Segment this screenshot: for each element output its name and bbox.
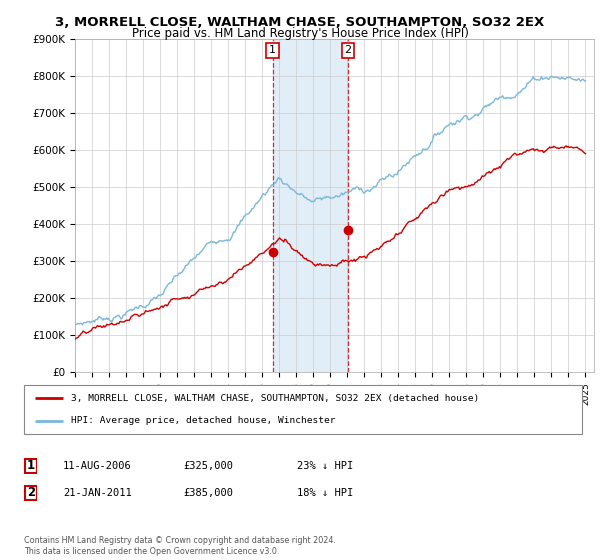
Text: 2: 2 [26,486,35,500]
Text: £385,000: £385,000 [183,488,233,498]
Text: HPI: Average price, detached house, Winchester: HPI: Average price, detached house, Winc… [71,416,336,425]
Text: 18% ↓ HPI: 18% ↓ HPI [297,488,353,498]
Text: Contains HM Land Registry data © Crown copyright and database right 2024.
This d: Contains HM Land Registry data © Crown c… [24,536,336,556]
Bar [273,39,348,372]
Text: £325,000: £325,000 [183,461,233,471]
Text: 1: 1 [26,459,35,473]
Text: 3, MORRELL CLOSE, WALTHAM CHASE, SOUTHAMPTON, SO32 2EX: 3, MORRELL CLOSE, WALTHAM CHASE, SOUTHAM… [55,16,545,29]
Text: 1: 1 [269,45,276,55]
Text: 21-JAN-2011: 21-JAN-2011 [63,488,132,498]
FancyBboxPatch shape [24,385,582,434]
Text: 2: 2 [344,45,352,55]
Text: 23% ↓ HPI: 23% ↓ HPI [297,461,353,471]
Text: 11-AUG-2006: 11-AUG-2006 [63,461,132,471]
FancyBboxPatch shape [25,459,37,473]
Text: 3, MORRELL CLOSE, WALTHAM CHASE, SOUTHAMPTON, SO32 2EX (detached house): 3, MORRELL CLOSE, WALTHAM CHASE, SOUTHAM… [71,394,479,403]
Text: Price paid vs. HM Land Registry's House Price Index (HPI): Price paid vs. HM Land Registry's House … [131,27,469,40]
FancyBboxPatch shape [25,486,37,500]
